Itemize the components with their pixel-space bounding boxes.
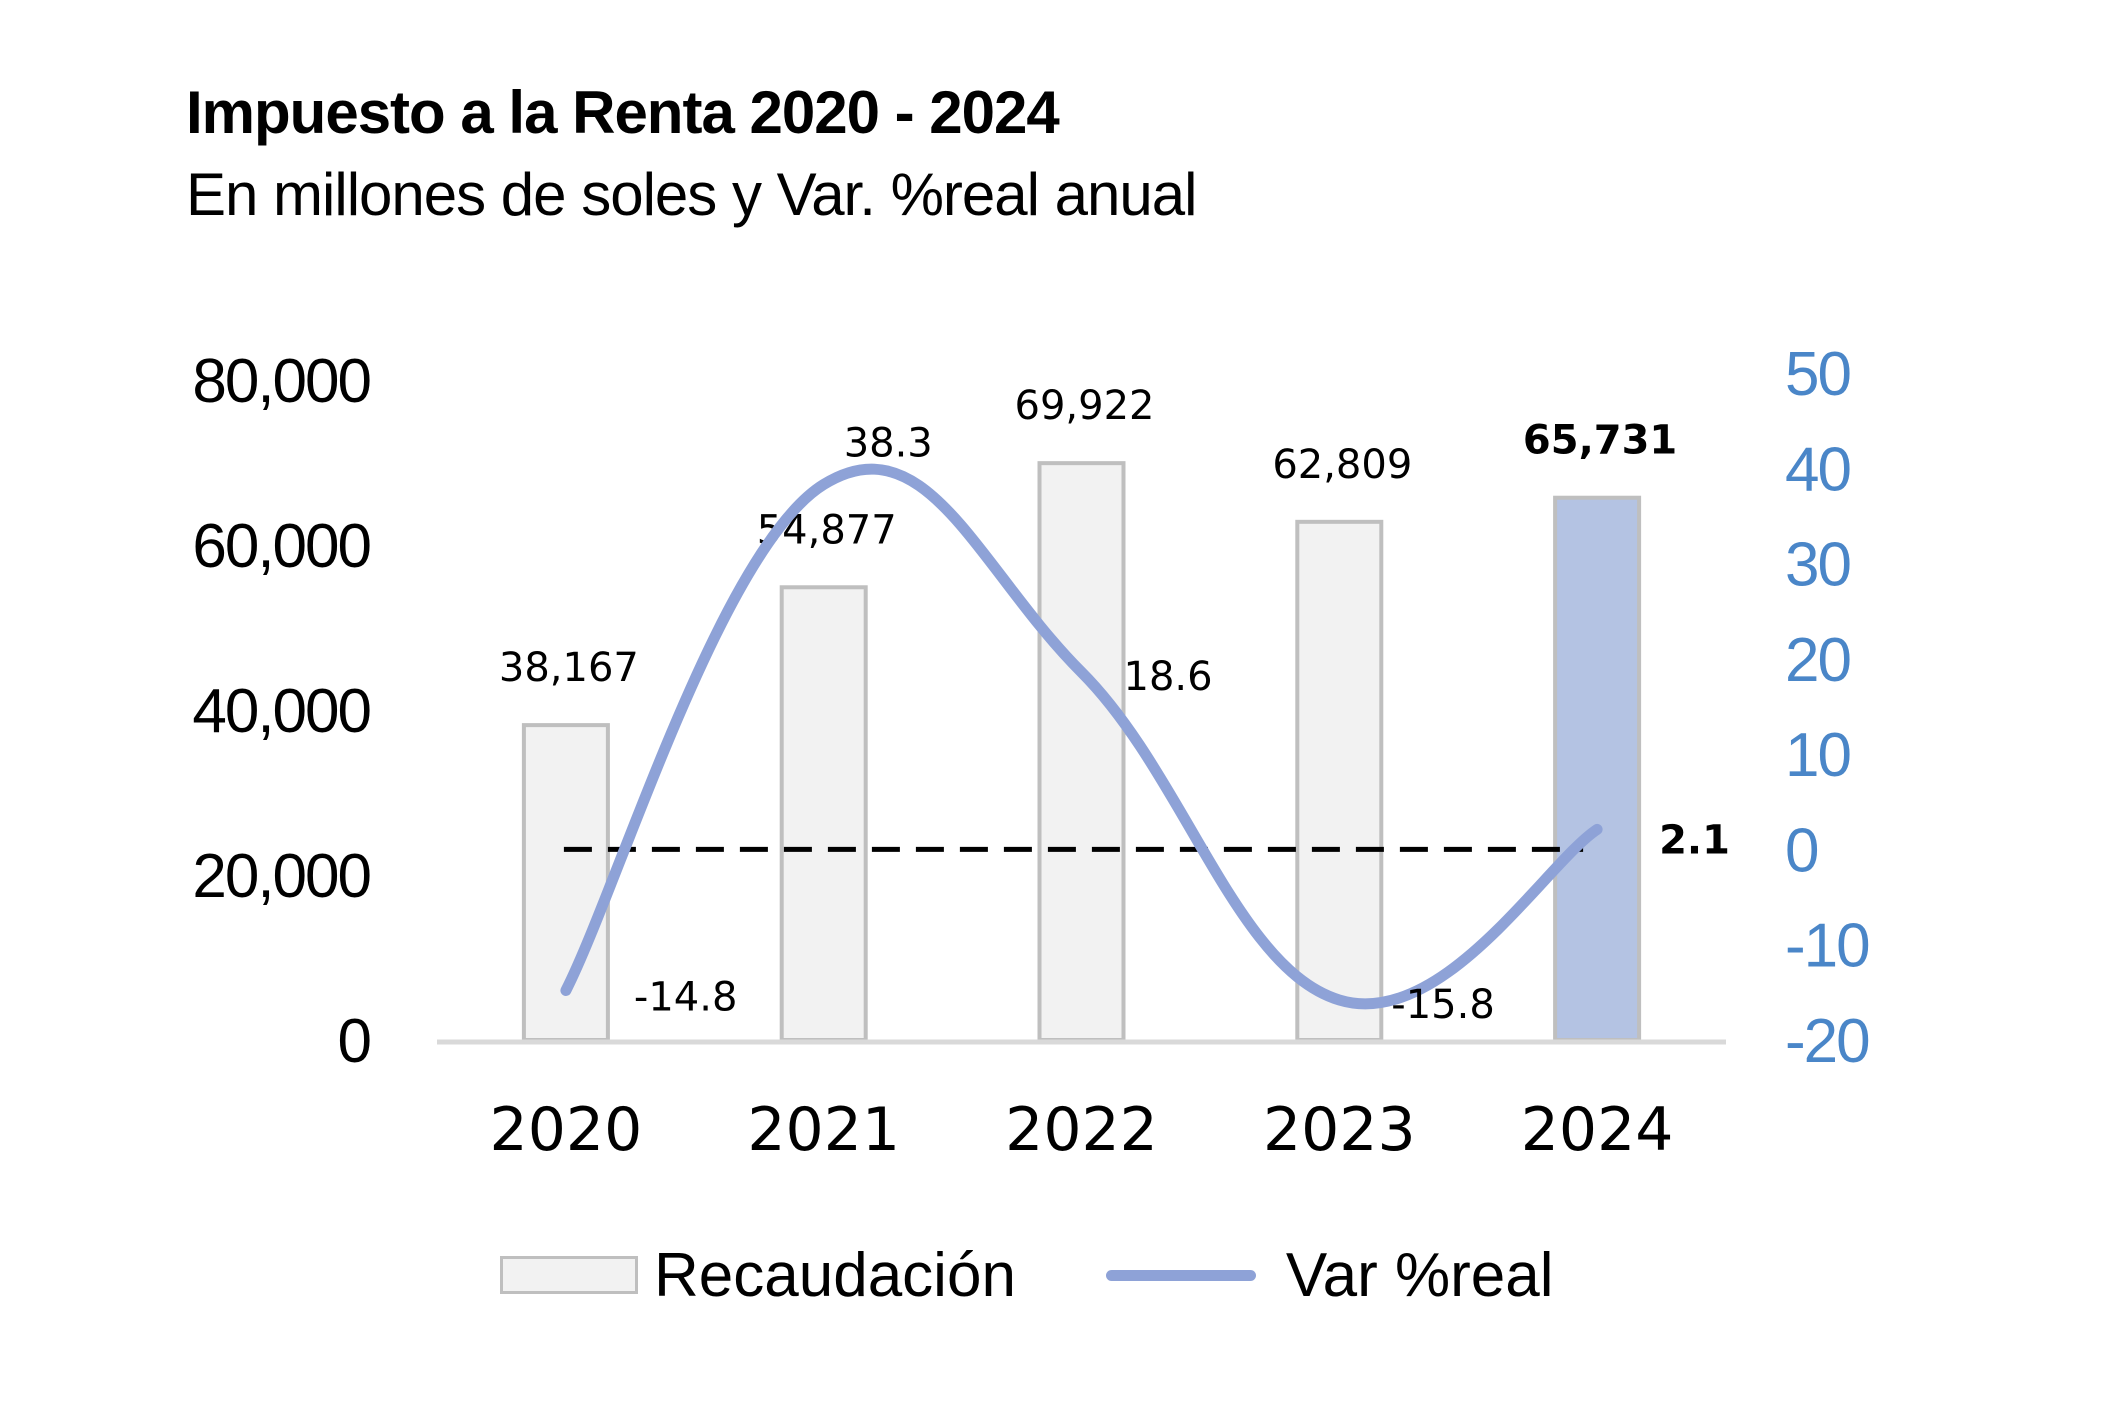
x-tick-label: 2021 [747,1095,900,1165]
bar-2023 [1295,519,1384,1042]
bar-value-label: 69,922 [1015,383,1155,429]
x-tick-label: 2022 [1005,1095,1158,1165]
line-value-label: 18.6 [1124,654,1213,700]
line-value-label: 2.1 [1659,817,1730,863]
chart-title: Impuesto a la Renta 2020 - 2024 [186,79,1060,146]
bar-2024 [1553,495,1642,1042]
y-right-tick-label: 20 [1785,626,1850,695]
y-left-tick-label: 80,000 [192,347,370,416]
legend-label-recaudacion: Recaudación [654,1240,1016,1310]
legend-label-var-real: Var %real [1285,1240,1554,1310]
bar-value-label: 62,809 [1272,442,1412,488]
x-tick-label: 2020 [490,1095,643,1165]
y-right-tick-label: -10 [1785,912,1869,981]
y-right-tick-label: -20 [1785,1007,1869,1076]
y-left-tick-label: 60,000 [192,512,370,581]
chart-subtitle: En millones de soles y Var. %real anual [186,161,1197,228]
x-tick-label: 2023 [1263,1095,1416,1165]
y-left-tick-label: 0 [338,1007,371,1076]
y-right-tick-label: 30 [1785,531,1850,600]
bar-2022 [1037,461,1126,1042]
bar-value-label: 65,731 [1523,418,1677,464]
y-left-tick-label: 20,000 [192,842,370,911]
legend-item-var-real: Var %real [1105,1240,1554,1311]
x-tick-label: 2024 [1521,1095,1674,1165]
y-right-tick-label: 0 [1785,816,1818,885]
line-value-label: -14.8 [634,974,738,1020]
line-var-real [560,463,1603,1010]
bar-2021 [779,585,868,1043]
y-left-tick-label: 40,000 [192,677,370,746]
bar-value-label: 38,167 [499,645,639,691]
legend-swatch-line [1105,1269,1256,1281]
line-value-label: 38.3 [844,420,933,466]
y-right-tick-label: 50 [1785,340,1850,409]
legend-item-recaudacion: Recaudación [500,1240,1016,1311]
legend: Recaudación Var %real [500,1225,1644,1325]
y-right-tick-label: 10 [1785,721,1850,790]
legend-swatch-bar [500,1256,638,1294]
y-right-tick-label: 40 [1785,435,1850,504]
line-value-label: -15.8 [1391,982,1495,1028]
